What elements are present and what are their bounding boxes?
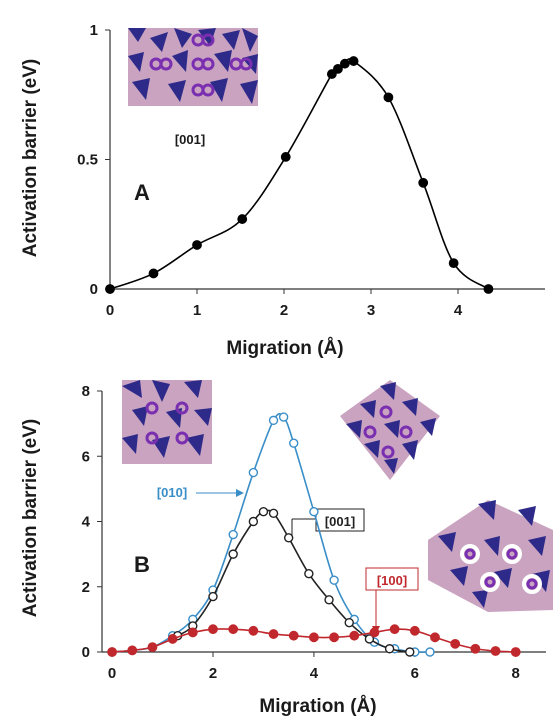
data-point xyxy=(364,634,375,644)
x-tick-label: 6 xyxy=(411,665,419,682)
data-point xyxy=(127,645,138,656)
x-tick-label: 3 xyxy=(367,302,375,319)
data-point xyxy=(510,647,521,657)
panel-a-annotation-001: [001] xyxy=(175,132,205,147)
x-tick-label: 8 xyxy=(512,665,520,682)
data-point xyxy=(349,630,360,641)
data-point xyxy=(324,595,334,605)
x-tick-label: 0 xyxy=(106,302,114,319)
panel-a: Activation barrier (eV) Migration (Å) A xyxy=(20,22,545,359)
data-point xyxy=(248,625,259,636)
data-point xyxy=(258,507,269,517)
data-point xyxy=(147,642,158,653)
x-tick-label: 2 xyxy=(209,665,217,682)
data-point xyxy=(304,569,314,579)
data-point xyxy=(470,643,481,654)
data-point xyxy=(228,549,238,559)
panel-a-label: A xyxy=(134,180,150,205)
data-point xyxy=(450,638,461,649)
data-point xyxy=(409,625,420,636)
data-point xyxy=(208,591,218,602)
data-point xyxy=(278,412,289,422)
data-point xyxy=(383,92,394,103)
panel-a-xlabel: Migration (Å) xyxy=(226,338,343,359)
data-point xyxy=(288,630,299,641)
data-point xyxy=(329,575,339,585)
x-tick-label: 4 xyxy=(454,302,463,319)
y-tick-label: 0 xyxy=(90,281,98,298)
panel-b: Activation barrier (eV) Migration (Å) B xyxy=(20,380,553,717)
data-point xyxy=(425,647,435,657)
y-tick-label: 0.5 xyxy=(77,152,98,169)
panel-a-axes: 0 1 2 3 4 0 0.5 1 xyxy=(77,22,545,319)
data-point xyxy=(289,438,299,448)
panel-b-xlabel: Migration (Å) xyxy=(259,696,376,717)
panel-b-annotation-100-box xyxy=(365,567,419,591)
data-point xyxy=(187,627,198,638)
data-point xyxy=(329,632,339,643)
data-point xyxy=(192,240,202,250)
data-point xyxy=(326,69,337,79)
panel-b-label: B xyxy=(134,552,150,577)
data-point xyxy=(280,152,291,162)
data-point xyxy=(448,258,459,268)
panel-b-annotation-010: [010] xyxy=(157,485,187,500)
data-point xyxy=(248,467,259,478)
data-point xyxy=(228,624,239,635)
crystal-structure-inset-a xyxy=(128,28,258,106)
data-point xyxy=(268,415,279,426)
y-tick-label: 4 xyxy=(82,514,91,531)
data-point xyxy=(483,284,494,294)
data-point xyxy=(369,627,380,638)
data-point xyxy=(167,634,178,644)
crystal-structure-inset-b-010 xyxy=(122,380,212,464)
data-point xyxy=(208,624,218,635)
data-point xyxy=(490,646,501,656)
data-point xyxy=(389,624,400,635)
data-point xyxy=(309,632,319,643)
data-point xyxy=(418,177,429,188)
data-point xyxy=(348,56,359,66)
y-tick-label: 8 xyxy=(82,383,90,400)
data-point xyxy=(405,647,415,657)
data-point xyxy=(430,632,440,643)
data-point xyxy=(268,508,279,519)
panel-b-ylabel: Activation barrier (eV) xyxy=(20,419,41,618)
y-tick-label: 6 xyxy=(82,448,90,465)
panel-a-ylabel: Activation barrier (eV) xyxy=(20,59,41,258)
data-point xyxy=(228,529,238,540)
data-point xyxy=(237,214,248,224)
data-point xyxy=(107,647,117,657)
crystal-structure-inset-b-100 xyxy=(428,500,553,612)
x-tick-label: 2 xyxy=(280,302,288,319)
data-point xyxy=(309,507,319,517)
x-tick-label: 1 xyxy=(193,302,201,319)
crystal-structure-inset-b-001 xyxy=(340,380,440,480)
y-tick-label: 0 xyxy=(82,644,90,661)
y-tick-label: 2 xyxy=(82,579,90,596)
annotation-010-arrowhead xyxy=(236,489,244,497)
x-tick-label: 0 xyxy=(108,665,116,682)
y-tick-label: 1 xyxy=(90,22,98,39)
data-point xyxy=(344,617,354,628)
data-point xyxy=(333,63,343,74)
data-point xyxy=(339,58,350,69)
data-point xyxy=(105,284,115,294)
x-tick-label: 4 xyxy=(310,665,319,682)
data-point xyxy=(248,516,259,527)
panel-b-annotation-001: [001] xyxy=(325,514,355,529)
data-point xyxy=(384,644,395,654)
panel-b-annotation-100: [100] xyxy=(377,573,407,588)
data-point xyxy=(148,268,159,279)
data-point xyxy=(283,533,294,543)
panel-b-axes: 0 2 4 6 8 0 2 4 6 8 xyxy=(82,383,546,682)
data-point xyxy=(268,629,279,639)
